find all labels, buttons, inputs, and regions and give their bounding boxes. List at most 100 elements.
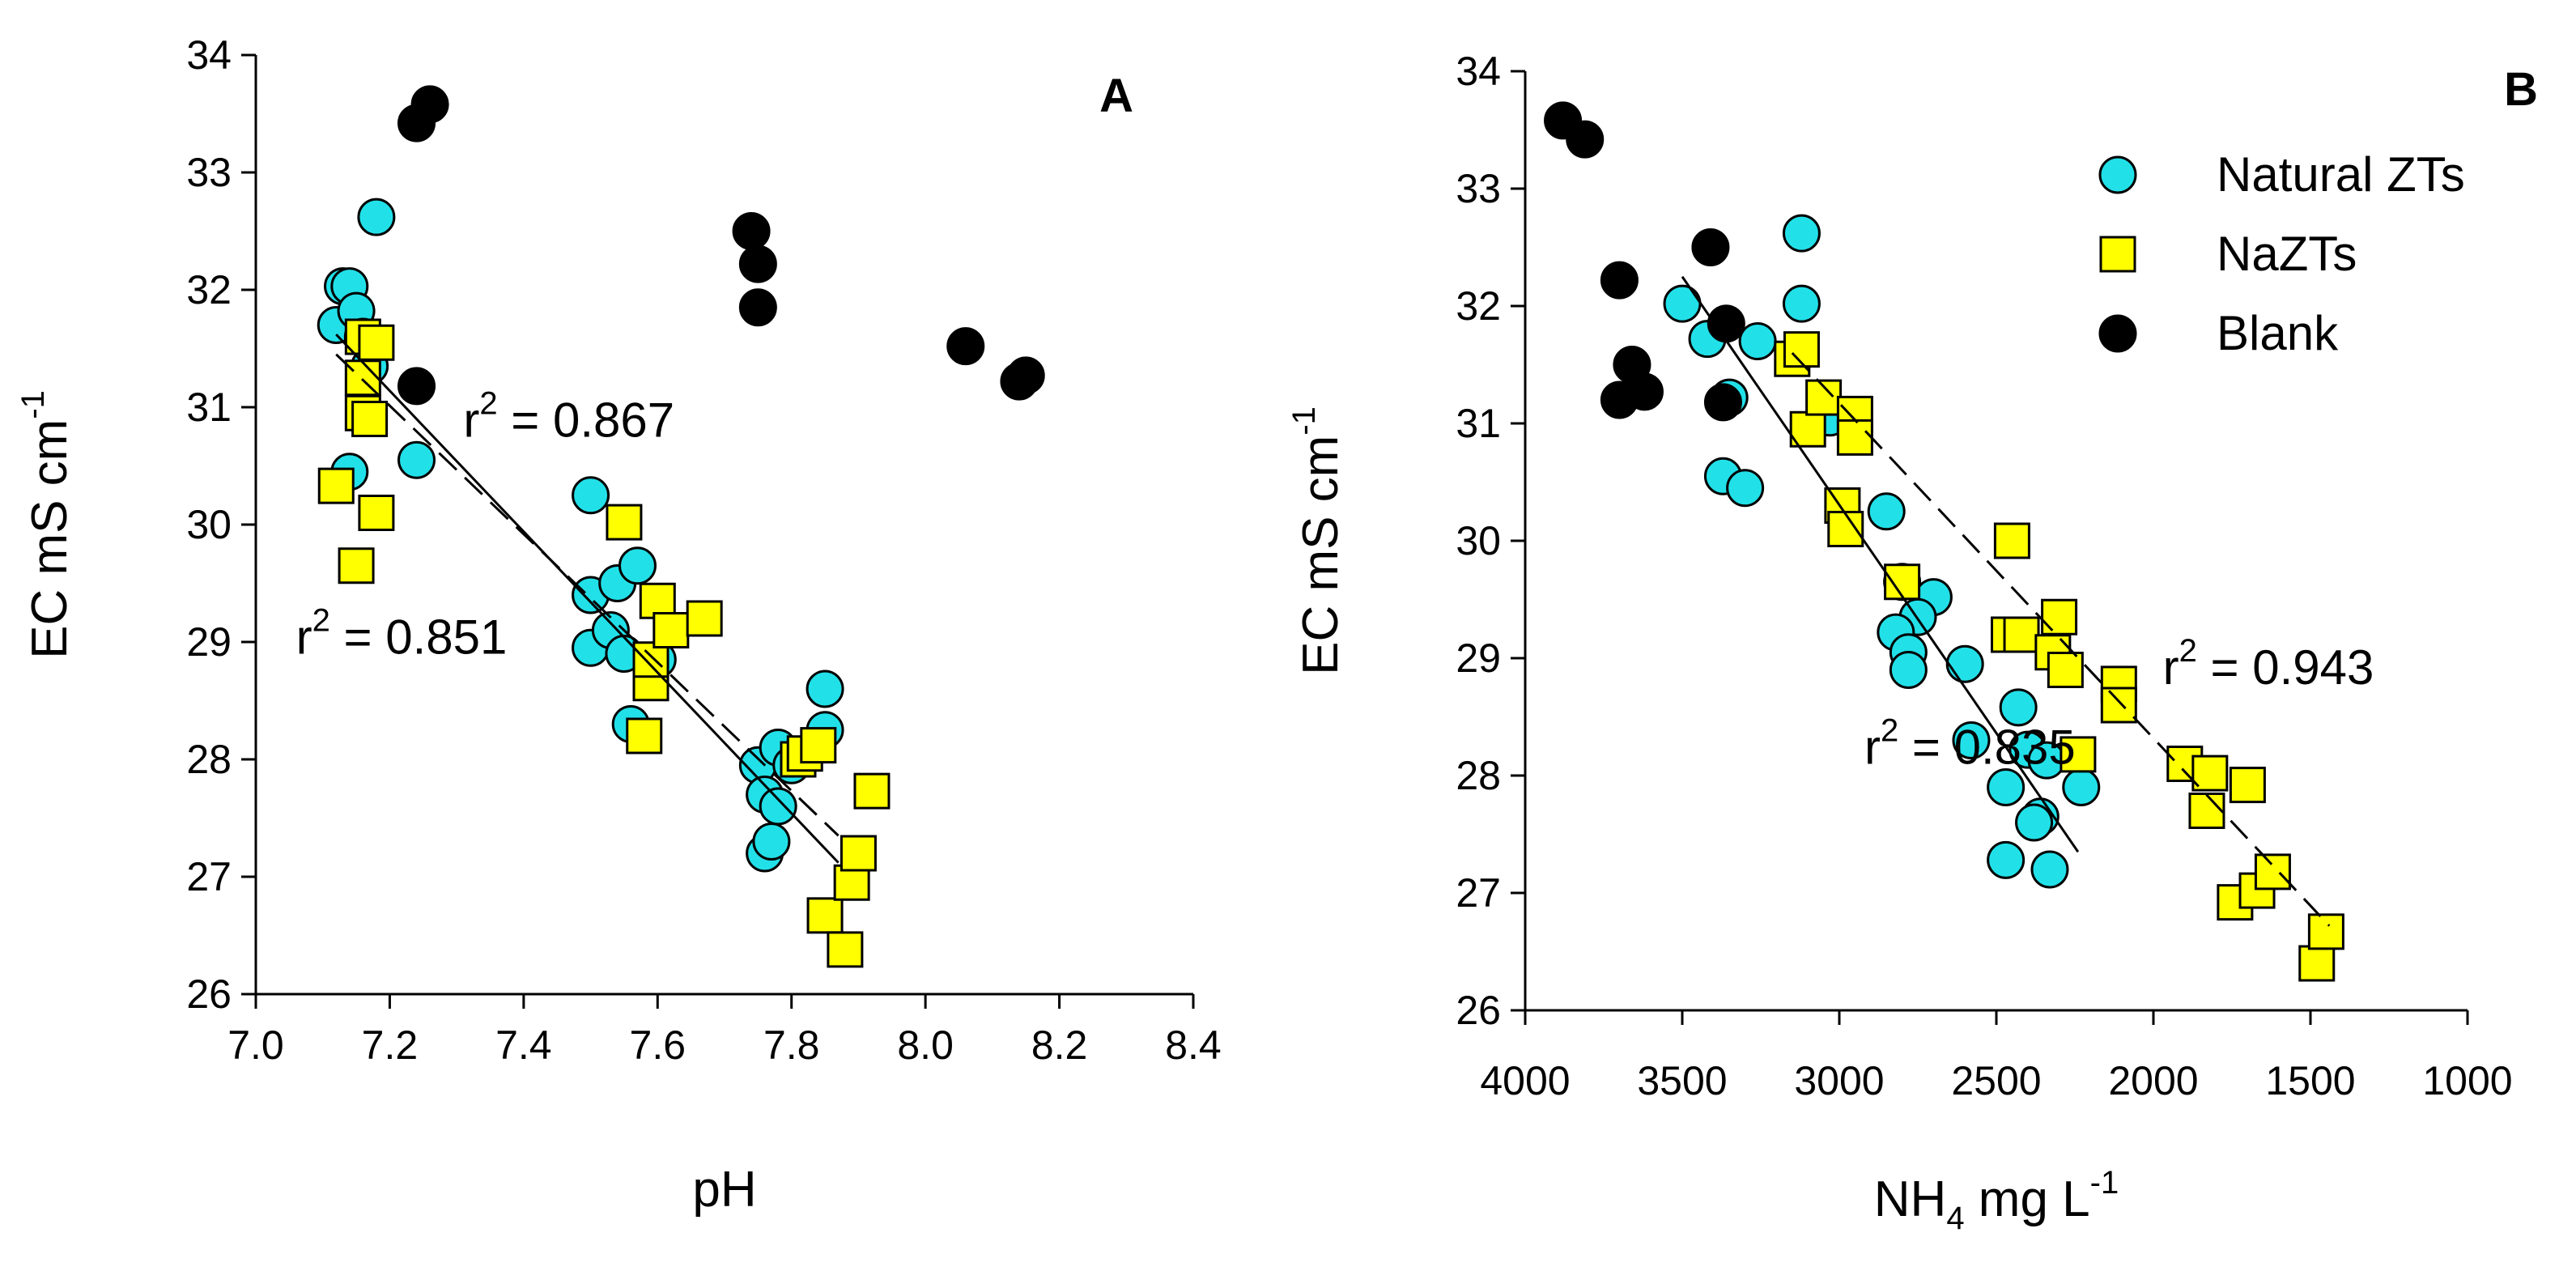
- panel-b-x-tick-label: 3500: [1637, 1058, 1727, 1103]
- panel-a-point-natural-zts: [759, 787, 797, 826]
- panel-b-point-nazts: [2100, 687, 2137, 724]
- panel-b-point-natural-zts: [1945, 644, 1984, 683]
- panel-b-y-tick-label: 31: [1456, 401, 1501, 446]
- panel-a-r2-lower-annotation: r2 = 0.851: [296, 603, 508, 665]
- panel-b-point-nazts: [2188, 793, 2225, 829]
- panel-a-point-nazts: [800, 727, 837, 764]
- panel-b-point-natural-zts: [1738, 322, 1777, 360]
- panel-b-point-nazts: [1827, 511, 1864, 547]
- panel-a-point-blank: [1006, 356, 1045, 395]
- panel-b-y-tick-label: 28: [1456, 753, 1501, 798]
- panel-b-y-tick-label: 30: [1456, 518, 1501, 563]
- panel-a-point-natural-zts: [397, 440, 436, 479]
- panel-b-point-natural-zts: [1999, 688, 2038, 727]
- panel-b-point-natural-zts: [1663, 284, 1702, 323]
- panel-b-x-axis-title: NH4 mg L-1: [1874, 1165, 2119, 1236]
- panel-b-point-nazts: [2191, 755, 2229, 792]
- panel-b-point-nazts: [2307, 913, 2344, 950]
- panel-a-y-tick-label: 28: [186, 737, 232, 782]
- panel-a-point-nazts: [358, 324, 395, 361]
- panel-a-y-tick-label: 33: [186, 150, 232, 195]
- legend-marker-nazts: [2099, 236, 2136, 273]
- panel-b-point-natural-zts: [1952, 721, 1991, 759]
- panel-a-point-nazts: [317, 467, 355, 504]
- panel-b-point-natural-zts: [2015, 803, 2054, 842]
- panel-a-point-nazts: [806, 897, 844, 934]
- panel-a-y-axis-title: EC mS cm-1: [15, 390, 78, 659]
- panel-b-point-nazts: [1783, 331, 1820, 368]
- panel-b-point-nazts: [2254, 853, 2291, 891]
- panel-b-point-natural-zts: [1782, 284, 1821, 323]
- panel-b-point-nazts: [2041, 598, 2078, 636]
- panel-a-x-tick-label: 8.0: [897, 1022, 954, 1068]
- panel-a-y-tick-label: 27: [186, 854, 232, 899]
- panel-b-point-nazts: [2229, 767, 2266, 804]
- panel-b-x-tick-label: 1500: [2265, 1058, 2355, 1103]
- panel-b-point-natural-zts: [1987, 840, 2026, 879]
- panel-b-point-blank: [1600, 261, 1639, 300]
- panel-a-point-natural-zts: [618, 546, 657, 585]
- panel-b-point-nazts: [2047, 652, 2084, 688]
- panel-a-y-tick-label: 30: [186, 502, 232, 547]
- panel-b-point-nazts: [1993, 522, 2030, 559]
- panel-a-point-natural-zts: [572, 476, 610, 515]
- panel-a-point-blank: [738, 288, 777, 327]
- panel-a-label: A: [1099, 70, 1133, 122]
- panel-b-point-nazts: [1884, 563, 1921, 601]
- panel-a-y-tick-label: 26: [186, 971, 232, 1017]
- panel-b-x-tick-label: 3000: [1794, 1058, 1884, 1103]
- panel-b-point-nazts: [2060, 736, 2097, 773]
- panel-a-point-nazts: [686, 600, 723, 637]
- panel-b-y-tick-label: 26: [1456, 988, 1501, 1033]
- panel-b-y-axis-title: EC mS cm-1: [1286, 406, 1349, 675]
- panel-a-x-tick-label: 7.8: [763, 1022, 820, 1068]
- panel-a-point-nazts: [853, 772, 891, 810]
- panel-a-x-tick-label: 7.6: [630, 1022, 687, 1068]
- panel-a-x-tick-label: 8.4: [1165, 1022, 1222, 1068]
- panel-b-series-natural-zts: [1663, 214, 2101, 889]
- panel-b-series-nazts: [1774, 331, 2344, 982]
- panel-b-x-tick-label: 4000: [1480, 1058, 1570, 1103]
- panel-b-point-nazts: [1836, 419, 1873, 456]
- panel-a-y-tick-label: 32: [186, 267, 232, 312]
- panel-b-r2-right-annotation: r2 = 0.943: [2163, 633, 2374, 695]
- panel-b-point-nazts: [2298, 945, 2336, 982]
- panel-a-x-axis-title: pH: [692, 1162, 756, 1218]
- panel-b-y-tick-label: 33: [1456, 166, 1501, 211]
- panel-b-y-tick-label: 27: [1456, 870, 1501, 916]
- legend-label-blank: Blank: [2217, 306, 2339, 360]
- panel-b-x-tick-label: 2000: [2108, 1058, 2198, 1103]
- panel-a-point-nazts: [840, 835, 877, 872]
- panel-a-x-tick-label: 7.2: [362, 1022, 419, 1068]
- panel-a-point-blank: [946, 327, 985, 366]
- panel-b-point-blank: [1625, 372, 1664, 411]
- panel-b: 4000 3500 3000 2500 2000 1500 1000 26 27 28 29 30 31…: [1286, 49, 2538, 1236]
- panel-a-fit-line-nazts: [335, 353, 840, 837]
- panel-b-point-natural-zts: [1782, 214, 1821, 253]
- panel-a-point-nazts: [606, 504, 643, 541]
- panel-b-point-blank: [1703, 383, 1742, 422]
- panel-a-point-blank: [732, 212, 771, 250]
- legend-label-natural-zts: Natural ZTs: [2217, 147, 2465, 202]
- panel-a-y-tick-label: 29: [186, 619, 232, 665]
- panel-b-x-tick-label: 2500: [1951, 1058, 2041, 1103]
- panel-b-point-natural-zts: [1867, 492, 1906, 531]
- legend-label-nazts: NaZTs: [2217, 227, 2357, 281]
- panel-b-legend: Natural ZTs NaZTs Blank: [2098, 147, 2465, 360]
- panel-a: 7.0 7.2 7.4 7.6 7.8 8.0 8.2 8.4 26 27 28 29 30 31 32 33…: [15, 32, 1222, 1218]
- panel-b-point-natural-zts: [1889, 651, 1928, 689]
- panel-b-x-tick-label: 1000: [2422, 1058, 2512, 1103]
- panel-a-point-nazts: [338, 547, 375, 584]
- panel-b-fit-line-natural-zts: [1681, 275, 2080, 853]
- panel-a-point-nazts: [344, 359, 381, 397]
- panel-b-point-blank: [1691, 228, 1730, 266]
- legend-marker-blank: [2098, 314, 2137, 353]
- panel-a-x-tick-label: 7.4: [495, 1022, 552, 1068]
- panel-b-point-natural-zts: [2062, 768, 2101, 806]
- panel-a-point-natural-zts: [357, 198, 396, 236]
- panel-b-point-nazts: [2003, 616, 2040, 653]
- panel-a-y-tick-label: 34: [186, 32, 232, 78]
- panel-a-point-blank: [397, 367, 436, 406]
- panel-a-point-natural-zts: [806, 670, 844, 708]
- panel-a-point-nazts: [358, 495, 395, 531]
